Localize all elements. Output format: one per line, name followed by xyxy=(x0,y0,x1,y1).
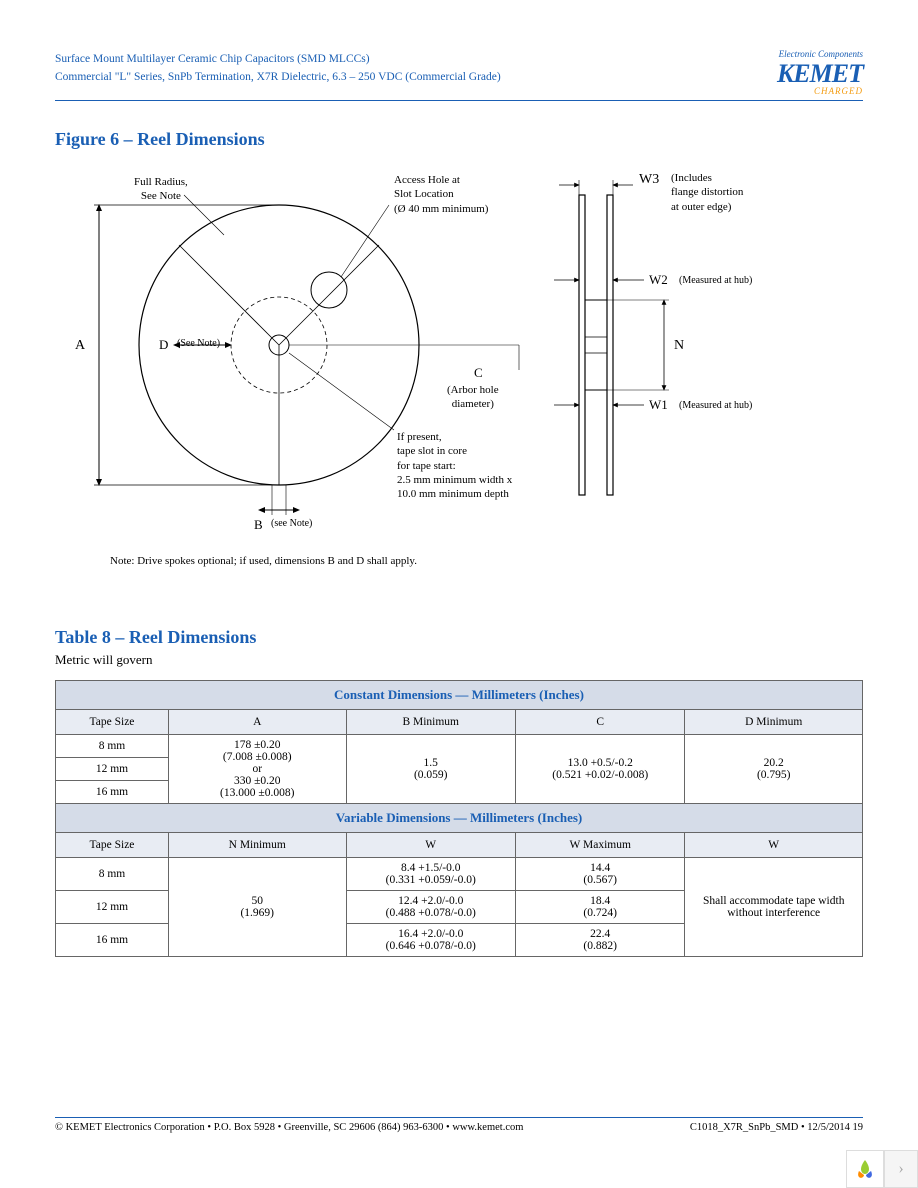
logo-tagline: Electronic Components xyxy=(777,50,863,59)
cell-D: 20.2(0.795) xyxy=(685,735,863,804)
var-w-2: 16.4 +2.0/-0.0(0.646 +0.078/-0.0) xyxy=(346,924,515,957)
cell-tape-16: 16 mm xyxy=(56,781,169,804)
footer-right: C1018_X7R_SnPb_SMD • 12/5/2014 19 xyxy=(690,1122,863,1133)
col2-Wmax: W Maximum xyxy=(515,833,684,858)
footer-left: © KEMET Electronics Corporation • P.O. B… xyxy=(55,1122,523,1133)
col2-W: W xyxy=(346,833,515,858)
col2-N: N Minimum xyxy=(168,833,346,858)
label-w2-note: (Measured at hub) xyxy=(679,274,752,287)
label-full-radius: Full Radius,See Note xyxy=(134,175,188,204)
var-w-0: 8.4 +1.5/-0.0(0.331 +0.059/-0.0) xyxy=(346,858,515,891)
reel-diagram: Full Radius,See Note Access Hole atSlot … xyxy=(59,165,859,545)
label-b-note: (see Note) xyxy=(271,517,312,530)
cell-tape-12: 12 mm xyxy=(56,758,169,781)
cell-A: 178 ±0.20(7.008 ±0.008)or330 ±0.20(13.00… xyxy=(168,735,346,804)
label-W1: W1 xyxy=(649,397,668,414)
var-wmax-1: 18.4(0.724) xyxy=(515,891,684,924)
label-W3: W3 xyxy=(639,171,659,189)
var-tape-1: 12 mm xyxy=(56,891,169,924)
page-footer: © KEMET Electronics Corporation • P.O. B… xyxy=(55,1117,863,1133)
col-C: C xyxy=(515,710,684,735)
col-tape-size: Tape Size xyxy=(56,710,169,735)
var-wmax-2: 22.4(0.882) xyxy=(515,924,684,957)
logo: Electronic Components KEMET CHARGED xyxy=(777,50,863,96)
dimensions-table: Constant Dimensions — Millimeters (Inche… xyxy=(55,680,863,957)
var-w-1: 12.4 +2.0/-0.0(0.488 +0.078/-0.0) xyxy=(346,891,515,924)
label-w1-note: (Measured at hub) xyxy=(679,399,752,412)
table-title: Table 8 – Reel Dimensions xyxy=(55,627,863,648)
header-line2: Commercial "L" Series, SnPb Termination,… xyxy=(55,68,501,86)
nav-widget: › xyxy=(846,1150,918,1188)
col-A: A xyxy=(168,710,346,735)
cell-B: 1.5(0.059) xyxy=(346,735,515,804)
var-wmax-0: 14.4(0.567) xyxy=(515,858,684,891)
figure-title: Figure 6 – Reel Dimensions xyxy=(55,129,863,150)
figure-note: Note: Drive spokes optional; if used, di… xyxy=(110,555,863,567)
label-tape-slot: If present,tape slot in corefor tape sta… xyxy=(397,430,512,501)
label-D: D xyxy=(159,337,168,354)
label-w3-note: (Includesflange distortionat outer edge) xyxy=(671,171,743,214)
cell-C: 13.0 +0.5/-0.2(0.521 +0.02/-0.008) xyxy=(515,735,684,804)
label-N: N xyxy=(674,337,684,355)
header-text: Surface Mount Multilayer Ceramic Chip Ca… xyxy=(55,50,501,87)
label-access-hole: Access Hole atSlot Location(Ø 40 mm mini… xyxy=(394,173,488,216)
label-A: A xyxy=(75,337,85,355)
label-C: C xyxy=(474,365,483,382)
col-D: D Minimum xyxy=(685,710,863,735)
table-subtitle: Metric will govern xyxy=(55,652,863,668)
col-B: B Minimum xyxy=(346,710,515,735)
var-tape-0: 8 mm xyxy=(56,858,169,891)
header-line1: Surface Mount Multilayer Ceramic Chip Ca… xyxy=(55,50,501,68)
col2-Wnote: W xyxy=(685,833,863,858)
logo-main: KEMET xyxy=(777,61,863,87)
logo-sub: CHARGED xyxy=(777,87,863,96)
nav-logo-icon[interactable] xyxy=(846,1150,884,1188)
var-tape-2: 16 mm xyxy=(56,924,169,957)
label-W2: W2 xyxy=(649,272,668,289)
page-header: Surface Mount Multilayer Ceramic Chip Ca… xyxy=(55,50,863,101)
cell-tape-8: 8 mm xyxy=(56,735,169,758)
label-d-note: (See Note) xyxy=(177,337,220,350)
section-header-2: Variable Dimensions — Millimeters (Inche… xyxy=(56,804,863,833)
nav-next-button[interactable]: › xyxy=(884,1150,918,1188)
section-header-1: Constant Dimensions — Millimeters (Inche… xyxy=(56,681,863,710)
cell-N: 50(1.969) xyxy=(168,858,346,957)
label-B: B xyxy=(254,517,263,534)
cell-Wnote: Shall accommodate tape widthwithout inte… xyxy=(685,858,863,957)
col2-tape: Tape Size xyxy=(56,833,169,858)
label-arbor: (Arbor holediameter) xyxy=(447,383,499,412)
